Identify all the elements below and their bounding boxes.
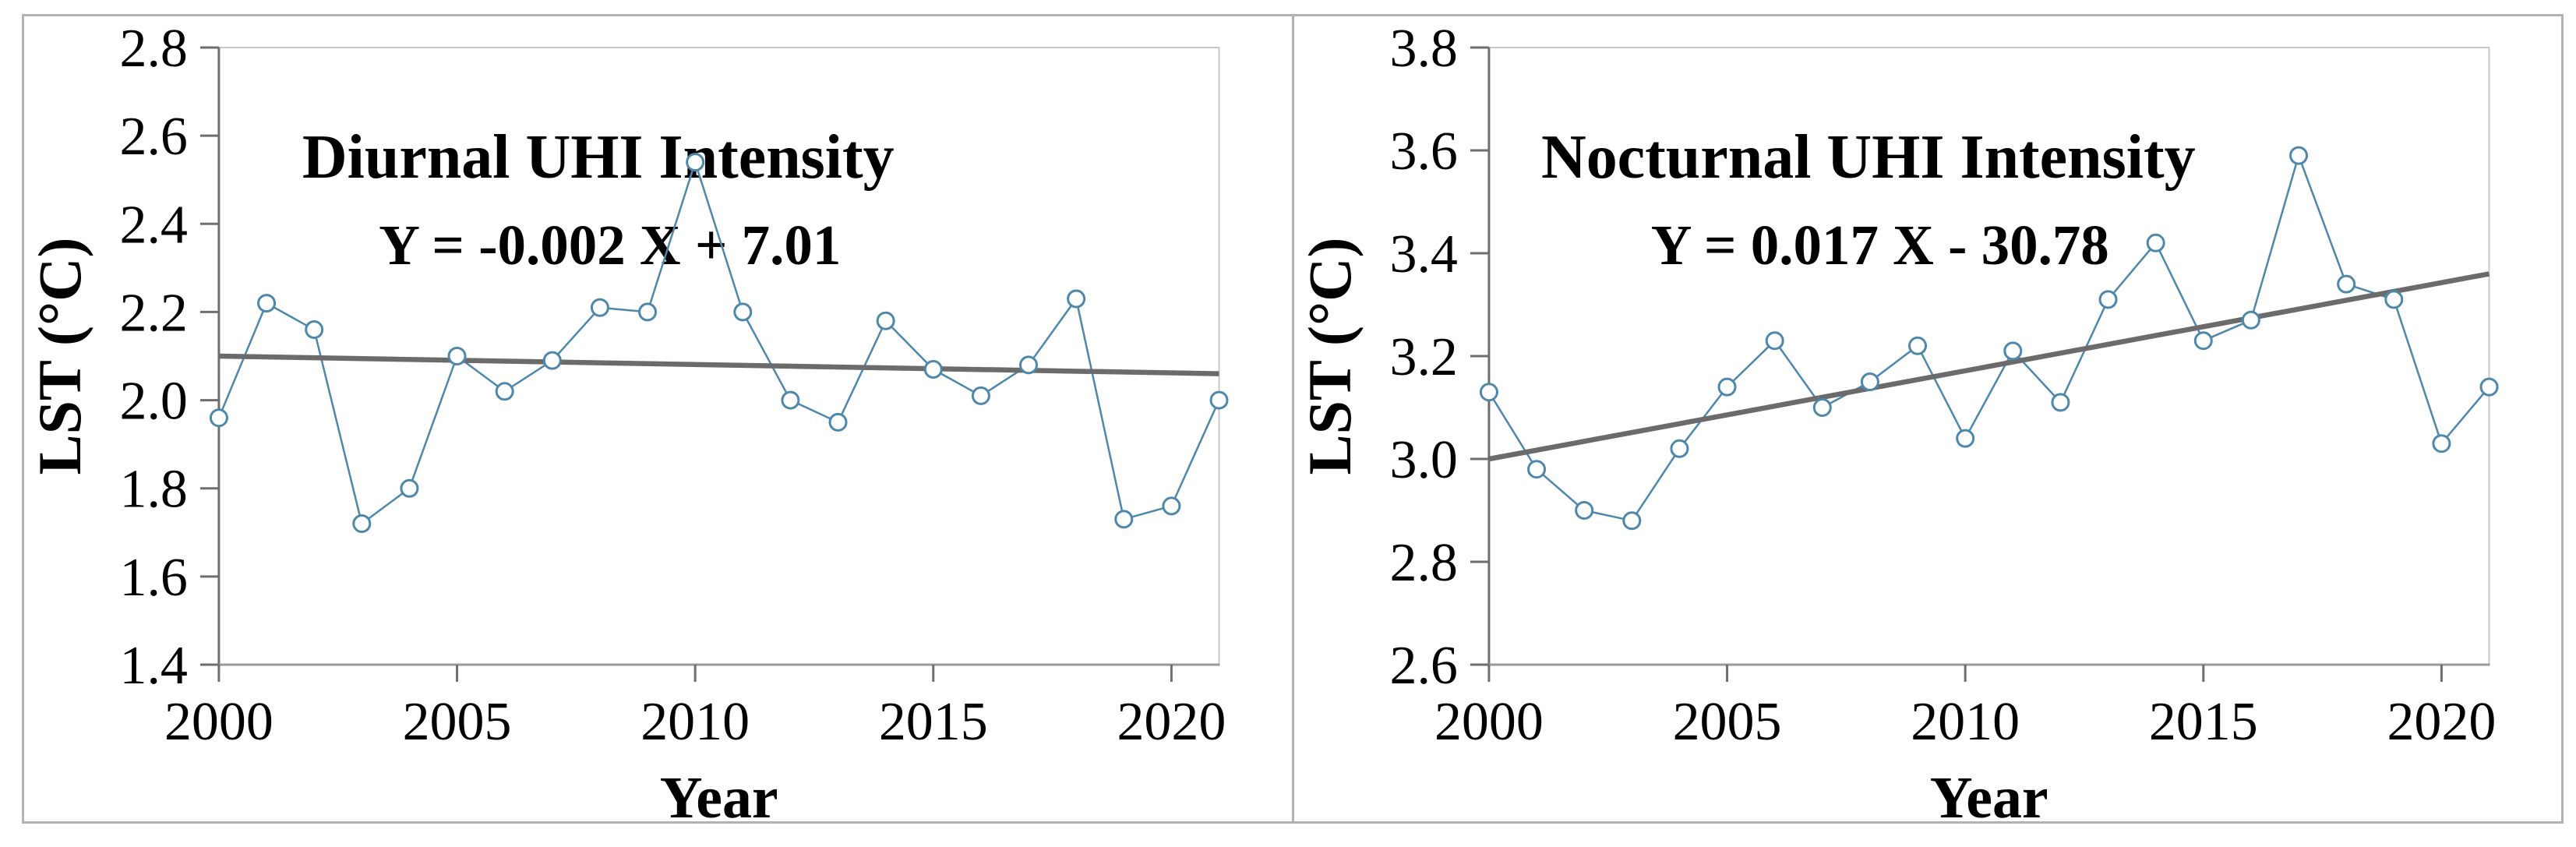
data-point-2015 [923, 359, 943, 379]
y-tick-label: 3.4 [1389, 224, 1457, 284]
chart-title: Nocturnal UHI Intensity [1540, 123, 2195, 192]
x-tick-label: 2020 [2387, 692, 2496, 752]
diurnal-uhi-chart: 1.4 1.6 1.8 2.0 2.2 2.4 2.6 2.8 2000 2005 2010 2015… [26, 19, 1229, 821]
x-tick-label: 2015 [2148, 692, 2257, 752]
data-point-2001 [257, 294, 277, 313]
x-tick-label: 2020 [1117, 692, 1226, 752]
data-point-2004 [400, 478, 419, 498]
trend-line [1487, 271, 2490, 462]
chart-title: Diurnal UHI Intensity [302, 123, 895, 192]
data-point-2002 [305, 320, 324, 340]
data-point-2005 [1717, 377, 1737, 397]
x-tick-label: 2000 [1434, 692, 1543, 752]
x-axis-title: Year [1929, 765, 2048, 821]
data-point-2006 [1765, 331, 1784, 351]
data-point-2002 [1574, 501, 1593, 520]
data-point-2009 [638, 302, 658, 322]
data-point-2000 [209, 408, 228, 428]
y-tick-label: 2.4 [119, 195, 187, 255]
data-point-2008 [1860, 372, 1879, 391]
diurnal-panel: 1.4 1.6 1.8 2.0 2.2 2.4 2.6 2.8 2000 2005 2010 2015… [24, 16, 1294, 821]
trend-equation: Y = -0.002 X + 7.01 [379, 214, 841, 277]
data-point-2007 [542, 351, 562, 370]
data-point-2017 [2288, 146, 2308, 165]
x-tick-label: 2010 [1911, 692, 2020, 752]
y-tick-label: 3.0 [1389, 430, 1457, 490]
data-point-2021 [1209, 390, 1229, 410]
y-tick-label: 3.2 [1389, 327, 1457, 387]
y-axis-title: LST (°C) [26, 238, 94, 475]
data-point-2008 [590, 298, 609, 317]
data-point-2012 [2050, 393, 2070, 412]
y-tick-label: 2.8 [1389, 533, 1457, 593]
data-point-2020 [2431, 434, 2451, 453]
y-tick-label: 3.6 [1389, 122, 1457, 182]
y-tick-label: 2.6 [119, 107, 187, 167]
data-point-2007 [1812, 398, 1832, 417]
data-point-2019 [1114, 510, 1134, 529]
data-point-2019 [2384, 290, 2403, 309]
data-point-2006 [495, 382, 514, 401]
y-tick-label: 3.8 [1389, 19, 1457, 79]
data-point-2010 [686, 153, 705, 172]
y-tick-label: 1.8 [119, 460, 187, 520]
y-tick-label: 1.6 [119, 548, 187, 608]
data-point-2011 [733, 302, 753, 322]
data-point-2015 [2193, 331, 2213, 351]
data-point-2014 [876, 311, 895, 330]
data-point-2000 [1479, 383, 1498, 402]
data-point-2003 [1621, 511, 1641, 531]
data-point-2001 [1526, 460, 1546, 479]
data-point-2013 [2098, 290, 2118, 309]
data-point-2004 [1669, 439, 1689, 458]
data-point-2005 [447, 347, 467, 365]
data-point-2009 [1907, 336, 1927, 355]
uhi-intensity-figure: 1.4 1.6 1.8 2.0 2.2 2.4 2.6 2.8 2000 2005 2010 2015… [22, 14, 2564, 824]
data-point-2016 [2241, 310, 2260, 330]
y-tick-label: 2.0 [119, 372, 187, 432]
data-line [217, 161, 1220, 525]
nocturnal-uhi-chart: 2.6 2.8 3.0 3.2 3.4 3.6 3.8 2000 2005 2010 2015 202… [1296, 19, 2499, 821]
data-point-2017 [1019, 355, 1039, 375]
data-point-2013 [828, 412, 848, 432]
y-tick-label: 2.2 [119, 283, 187, 343]
x-axis-title: Year [660, 765, 778, 821]
x-tick-label: 2005 [1672, 692, 1781, 752]
y-tick-label: 2.8 [119, 19, 187, 79]
nocturnal-panel: 2.6 2.8 3.0 3.2 3.4 3.6 3.8 2000 2005 2010 2015 202… [1294, 16, 2562, 821]
data-point-2021 [2479, 377, 2499, 397]
data-point-2016 [971, 386, 990, 405]
x-tick-label: 2005 [403, 692, 512, 752]
x-tick-label: 2010 [640, 692, 750, 752]
data-point-2014 [2146, 233, 2165, 252]
data-line [1487, 154, 2490, 522]
y-tick-label: 2.6 [1389, 636, 1457, 696]
data-point-2010 [1955, 429, 1974, 448]
x-tick-label: 2000 [164, 692, 273, 752]
x-tick-label: 2015 [879, 692, 988, 752]
data-point-2012 [781, 390, 800, 410]
y-axis-title: LST (°C) [1296, 238, 1363, 475]
trend-equation: Y = 0.017 X - 30.78 [1650, 214, 2108, 277]
data-point-2018 [1067, 289, 1086, 309]
data-point-2018 [2336, 274, 2355, 294]
y-tick-label: 1.4 [119, 636, 187, 696]
data-point-2011 [2003, 341, 2022, 361]
data-point-2020 [1162, 496, 1181, 516]
trend-line [218, 353, 1219, 376]
data-point-2003 [352, 513, 372, 533]
